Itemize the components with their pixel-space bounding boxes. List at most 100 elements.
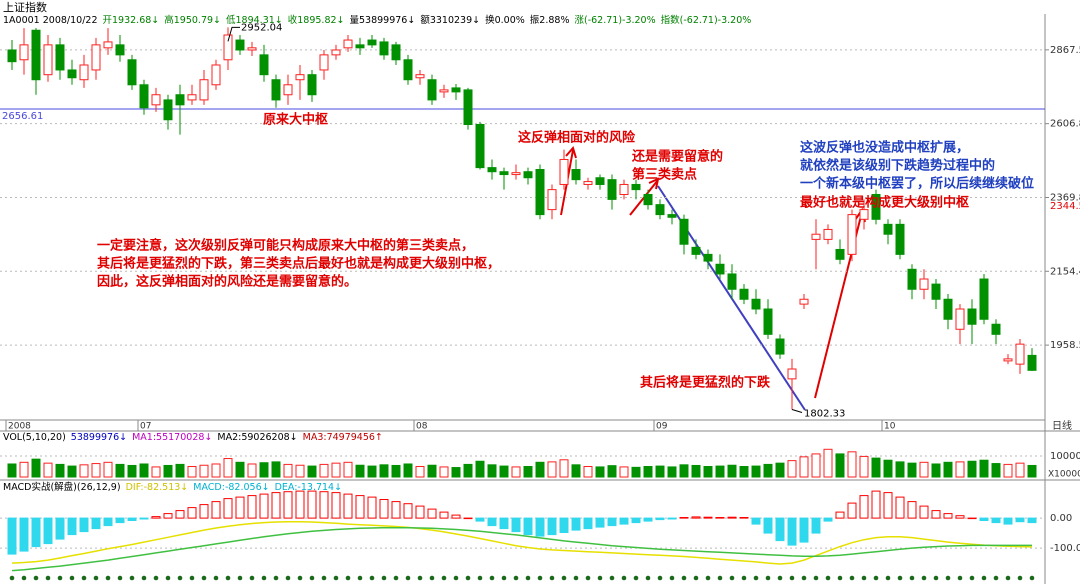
macd-bar (91, 517, 101, 530)
candle-body (439, 89, 449, 93)
candle-body (1027, 354, 1037, 371)
y-tick-label: 1958.5 (1050, 340, 1080, 351)
volume-bar (499, 465, 509, 478)
macd-line (11, 526, 1032, 572)
macd-bar (151, 516, 161, 519)
volume-bar (259, 462, 269, 478)
y-tick-label: 2606.8 (1050, 119, 1080, 130)
candle-body (691, 246, 701, 255)
macd-bar (31, 517, 41, 548)
signal-dot (573, 575, 579, 581)
volume-bar (571, 464, 581, 478)
volume-bar (115, 463, 125, 478)
candle-body (607, 179, 617, 200)
candle-body (211, 64, 221, 86)
macd-bar (703, 516, 713, 519)
volume-bar (823, 448, 833, 478)
macd-bar (823, 517, 833, 522)
volume-bar (103, 461, 113, 478)
candle-body (847, 214, 857, 255)
candle-body (739, 288, 749, 300)
signal-dot (621, 575, 627, 581)
signal-dot (669, 575, 675, 581)
volume-bar (439, 466, 449, 478)
header-item: 量53899976↓ (350, 15, 416, 26)
signal-dot (477, 575, 483, 581)
macd-bar (931, 510, 941, 519)
candle-body (811, 233, 821, 240)
annotation: 还是需要留意的 (631, 149, 723, 165)
volume-bar (31, 458, 41, 478)
signal-dot (861, 575, 867, 581)
volume-bar (547, 461, 557, 478)
signal-dot (45, 575, 51, 581)
candle-body (199, 79, 209, 101)
x-tick-label: 08 (416, 422, 428, 432)
candle-body (535, 169, 545, 216)
volume-bar (607, 465, 617, 478)
candle-body (571, 169, 581, 181)
candle-body (307, 74, 317, 96)
candle-body (655, 204, 665, 216)
macd-bar (751, 517, 761, 525)
low-label: 1802.33 (804, 408, 845, 419)
volume-bar (991, 463, 1001, 478)
signal-dot (405, 575, 411, 581)
macd-bar (511, 517, 521, 533)
volume-bar (463, 463, 473, 478)
header-item: 指数(-62.71)-3.20% (661, 14, 752, 26)
macd-bar (667, 517, 677, 520)
macd-bar (367, 496, 377, 519)
annotation: 原来大中枢 (263, 112, 328, 128)
volume-bar (859, 455, 869, 478)
macd-bar (871, 490, 881, 519)
signal-dot (213, 575, 219, 581)
macd-bar (715, 517, 725, 519)
candle-body (343, 39, 353, 49)
signal-dot (225, 575, 231, 581)
candle-body (619, 183, 629, 195)
candle-body (331, 49, 341, 56)
volume-bar (799, 456, 809, 478)
signal-dot (165, 575, 171, 581)
volume-bar (835, 453, 845, 478)
macd-bar (907, 501, 917, 519)
volume-bar (919, 461, 929, 478)
price-marker: 2344.5 (1050, 201, 1080, 212)
volume-bar (811, 453, 821, 478)
macd-bar (127, 517, 137, 521)
candle-body (631, 183, 641, 191)
signal-dot (993, 575, 999, 581)
signal-dot (873, 575, 879, 581)
y-tick-label: 2867.5 (1050, 45, 1080, 56)
volume-bar (343, 461, 353, 478)
volume-bar (91, 463, 101, 478)
volume-bar (643, 466, 653, 478)
volume-bar (307, 465, 317, 478)
candle-body (679, 218, 689, 245)
candle-body (703, 253, 713, 262)
signal-dot (645, 575, 651, 581)
candle-body (907, 268, 917, 290)
macd-bar (967, 517, 977, 520)
macd-bar (475, 517, 485, 522)
macd-bar (7, 517, 17, 555)
candle-body (283, 84, 293, 96)
signal-dot (585, 575, 591, 581)
volume-bar (967, 460, 977, 478)
candle-body (187, 94, 197, 101)
signal-dot (849, 575, 855, 581)
signal-dot (69, 575, 75, 581)
volume-bar (1027, 464, 1037, 478)
volume-bar (631, 466, 641, 478)
volume-bar (199, 464, 209, 478)
volume-bar (475, 460, 485, 478)
signal-dot (813, 575, 819, 581)
macd-bar (19, 517, 29, 552)
volume-bar (655, 465, 665, 478)
candle-body (667, 214, 677, 218)
candle-body (991, 323, 1001, 335)
macd-bar (979, 517, 989, 521)
signal-dot (957, 575, 963, 581)
macd-line (11, 520, 1033, 565)
